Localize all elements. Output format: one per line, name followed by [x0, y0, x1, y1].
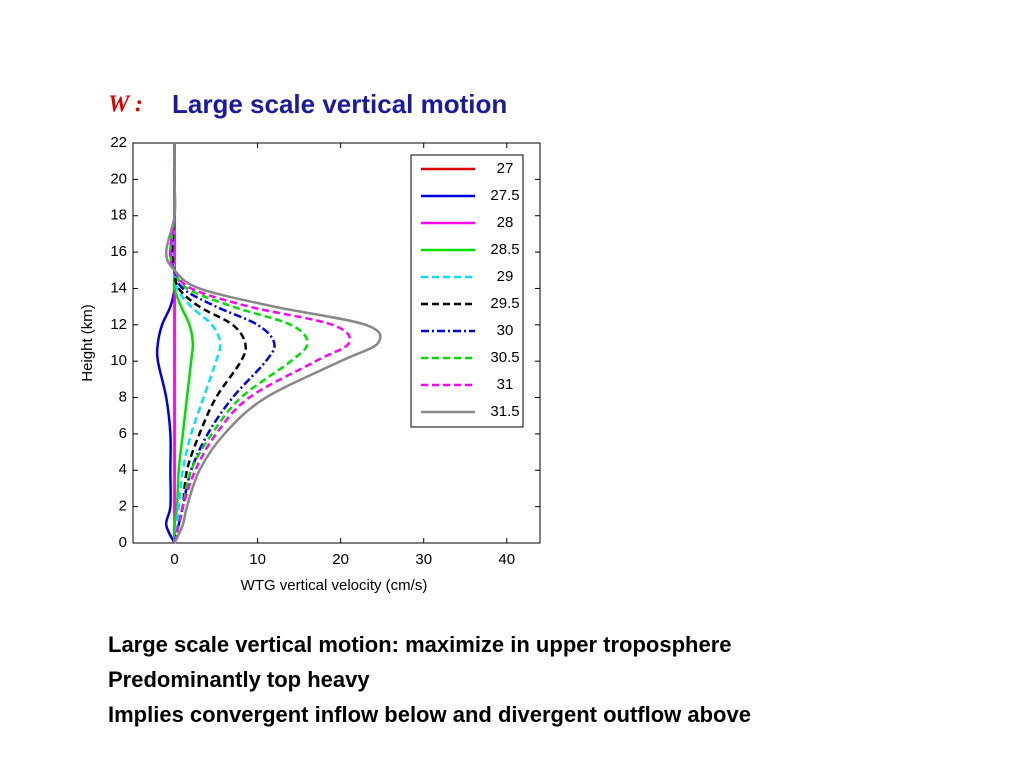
y-tick-label: 10	[110, 352, 127, 369]
y-tick-label: 22	[110, 134, 127, 151]
x-tick-label: 0	[170, 551, 178, 568]
legend-label: 31.5	[490, 403, 519, 420]
profile-line	[164, 143, 382, 544]
y-tick-label: 2	[119, 498, 127, 515]
legend-label: 30	[497, 322, 514, 339]
y-tick-label: 14	[110, 279, 127, 296]
title-prefix: W :	[108, 92, 143, 118]
profile-line	[169, 143, 276, 544]
profile-line	[170, 143, 222, 544]
legend-label: 29	[497, 268, 514, 285]
y-tick-label: 12	[110, 316, 127, 333]
profile-line	[169, 143, 352, 544]
x-tick-label: 20	[332, 551, 349, 568]
title: Large scale vertical motion	[172, 89, 507, 119]
y-tick-label: 20	[110, 170, 127, 187]
y-tick-label: 16	[110, 243, 127, 260]
profile-line	[169, 143, 309, 544]
profile-line	[155, 143, 177, 544]
y-tick-label: 18	[110, 207, 127, 224]
legend-label: 28	[497, 214, 514, 231]
legend-label: 30.5	[490, 349, 519, 366]
y-tick-label: 8	[119, 389, 127, 406]
profile-line	[170, 143, 247, 544]
legend-label: 27.5	[490, 187, 519, 204]
legend-label: 27	[497, 160, 514, 177]
x-tick-label: 10	[249, 551, 266, 568]
plot-frame	[132, 142, 541, 544]
x-axis-label: WTG vertical velocity (cm/s)	[241, 577, 428, 594]
y-tick-label: 4	[119, 461, 127, 478]
legend-label: 31	[497, 376, 514, 393]
bullet: Predominantly top heavy	[108, 667, 370, 692]
x-tick-label: 40	[498, 551, 515, 568]
bullet: Large scale vertical motion: maximize in…	[108, 632, 732, 657]
legend-label: 28.5	[490, 241, 519, 258]
legend-label: 29.5	[490, 295, 519, 312]
y-tick-label: 0	[119, 534, 127, 551]
y-axis-label: Height (km)	[79, 304, 96, 382]
y-tick-label: 6	[119, 425, 127, 442]
bullet: Implies convergent inflow below and dive…	[108, 702, 751, 727]
legend-box	[410, 154, 524, 428]
x-tick-label: 30	[415, 551, 432, 568]
